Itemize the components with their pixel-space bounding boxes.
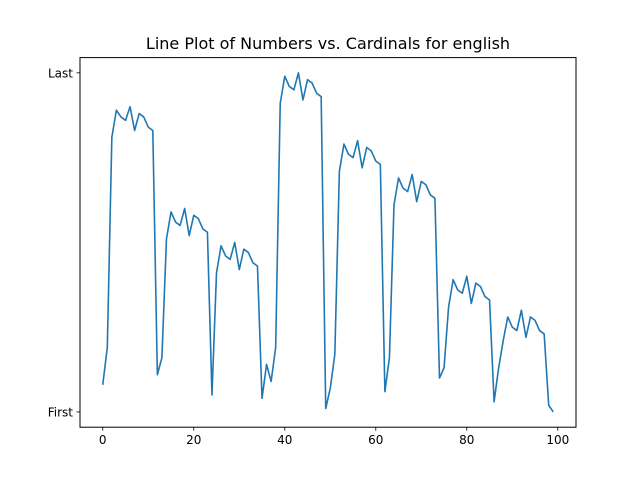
chart-title: Line Plot of Numbers vs. Cardinals for e…: [146, 34, 510, 53]
y-tick-label: Last: [48, 66, 73, 80]
x-tick-label: 100: [546, 433, 569, 447]
x-tick-label: 80: [459, 433, 474, 447]
x-tick-label: 0: [99, 433, 107, 447]
series-line-0: [101, 72, 554, 413]
x-tick-label: 60: [368, 433, 383, 447]
x-tick-label: 20: [186, 433, 201, 447]
plot-frame: [79, 57, 577, 428]
x-tick-label: 40: [277, 433, 292, 447]
y-tick-label: First: [48, 405, 74, 419]
